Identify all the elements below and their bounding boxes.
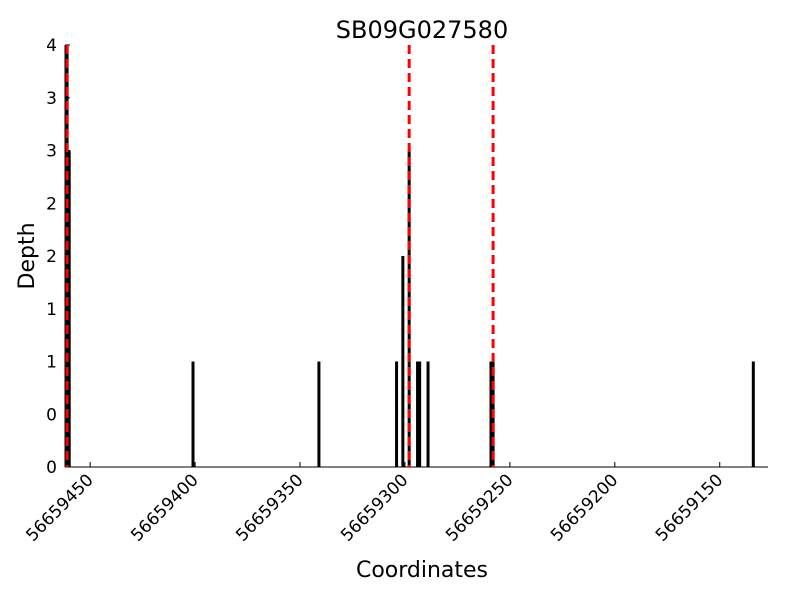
chart-title: SB09G027580 [336, 16, 508, 44]
depth-bar [401, 256, 405, 467]
depth-bar [317, 361, 321, 467]
depth-bar [191, 361, 195, 467]
depth-bar [416, 361, 420, 467]
x-tick-label: 56659200 [547, 470, 622, 545]
y-tick-label: 3 [46, 89, 57, 109]
x-tick-label: 56659450 [22, 470, 97, 545]
depth-bar [407, 150, 411, 467]
x-tick-label: 56659400 [127, 470, 202, 545]
x-axis-label: Coordinates [356, 558, 488, 583]
y-tick-label: 0 [46, 405, 57, 425]
x-tick-label: 56659300 [337, 470, 412, 545]
y-tick-label: 1 [46, 353, 57, 373]
depth-bar [418, 361, 422, 467]
y-tick-label: 1 [46, 300, 57, 320]
y-tick-label: 3 [46, 142, 57, 162]
x-tick-label: 56659250 [442, 470, 517, 545]
depth-bar [751, 361, 755, 467]
depth-bar [67, 150, 71, 467]
depth-bar [395, 361, 399, 467]
y-axis-label: Depth [15, 222, 40, 289]
y-tick-label: 4 [46, 36, 57, 56]
y-tick-label: 0 [46, 458, 57, 478]
y-tick-label: 2 [46, 194, 57, 214]
depth-bar [426, 361, 430, 467]
y-tick-label: 2 [46, 247, 57, 267]
x-tick-label: 56659350 [232, 470, 307, 545]
plot-area: 0 0 1 1 2 2 3 3 4 56659450 56659400 56659350 5665930… [22, 36, 768, 546]
depth-bar [489, 361, 493, 467]
x-tick-label: 56659150 [652, 470, 727, 545]
